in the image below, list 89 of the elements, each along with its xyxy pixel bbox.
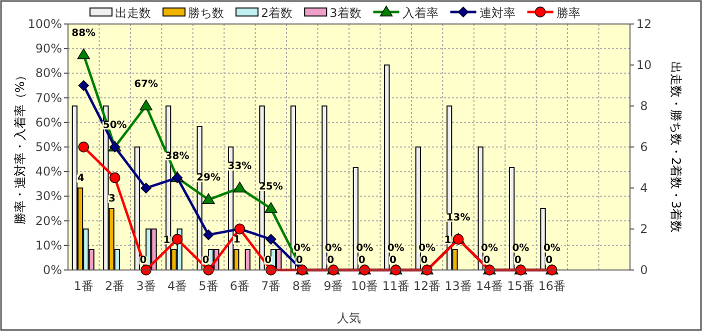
x-tick-label: 7番	[261, 279, 281, 293]
data-label: 3	[108, 194, 116, 204]
point	[233, 182, 246, 192]
bar	[244, 249, 250, 270]
x-tick-label: 11番	[382, 279, 410, 293]
legend-label: 出走数	[115, 6, 151, 20]
data-label: 0	[202, 255, 210, 266]
y2-axis-title: 出走数・勝ち数・2着数・3着数	[669, 61, 683, 233]
y-tick-label: 90%	[35, 42, 62, 56]
x-tick-label: 3番	[136, 279, 156, 293]
data-label: 0	[390, 255, 397, 266]
point	[264, 202, 278, 213]
x-tick-label: 1番	[74, 279, 94, 293]
x-tick-label: 2番	[105, 279, 125, 293]
y-tick-label: 10%	[35, 238, 62, 252]
y-tick-label: 100%	[28, 17, 62, 31]
data-label: 0	[358, 255, 366, 266]
x-tick-label: 9番	[324, 279, 344, 293]
y2-tick-label: 4	[640, 181, 648, 195]
data-label: 1	[163, 234, 170, 246]
point	[140, 100, 152, 110]
y2-tick-label: 6	[640, 140, 648, 154]
y2-tick-label: 12	[636, 17, 652, 31]
point	[266, 234, 276, 245]
data-label: 0	[546, 255, 553, 266]
data-label: 38%	[165, 150, 190, 162]
data-label: 0	[483, 255, 490, 266]
data-label: 67%	[134, 78, 158, 90]
data-label: 0%	[418, 243, 436, 254]
point	[78, 80, 89, 91]
data-label: 0%	[356, 243, 374, 254]
data-label: 0%	[324, 243, 342, 254]
data-label: 0	[140, 255, 147, 266]
y-axis-title: 勝率・連対率・入着率（%）	[13, 69, 27, 225]
data-label: 29%	[196, 172, 220, 184]
x-tick-label: 14番	[476, 279, 504, 293]
data-label: 13%	[446, 212, 470, 224]
point	[172, 234, 183, 245]
data-label: 1	[233, 234, 240, 246]
x-tick-label: 10番	[350, 279, 378, 293]
data-label: 4	[77, 173, 84, 184]
legend-label: 連対率	[479, 6, 516, 20]
legend-label: 入着率	[402, 6, 438, 20]
point	[140, 182, 152, 194]
point	[77, 48, 90, 60]
y-tick-label: 70%	[35, 90, 62, 105]
legend-label: 2着数	[261, 6, 293, 20]
legend-label: 3着数	[330, 6, 362, 20]
data-label: 1	[444, 234, 452, 246]
y2-tick-label: 8	[640, 99, 648, 113]
data-label: 0%	[543, 243, 560, 254]
x-tick-label: 15番	[507, 279, 534, 293]
point	[109, 172, 120, 184]
data-label: 88%	[72, 28, 96, 39]
y2-tick-label: 10	[636, 58, 652, 72]
x-tick-label: 16番	[538, 279, 566, 293]
y2-tick-label: 0	[640, 263, 648, 277]
x-tick-label: 6番	[230, 279, 250, 293]
y-tick-label: 0%	[42, 263, 62, 277]
data-label: 0	[296, 255, 303, 266]
x-tick-label: 8番	[292, 279, 312, 293]
x-tick-label: 12番	[413, 279, 441, 293]
x-tick-label: 4番	[167, 279, 188, 293]
data-label: 50%	[102, 120, 127, 131]
y-tick-label: 40%	[35, 164, 62, 179]
y-tick-label: 80%	[35, 66, 62, 80]
data-label: 0%	[481, 243, 498, 254]
point	[202, 193, 215, 204]
data-label: 25%	[258, 182, 283, 192]
point	[78, 142, 89, 152]
y-tick-label: 60%	[35, 115, 62, 130]
data-label: 0%	[294, 243, 311, 254]
data-label: 0	[420, 255, 428, 266]
data-label: 0%	[512, 243, 530, 254]
data-label: 0	[264, 255, 272, 266]
data-label: 33%	[228, 161, 252, 172]
y-tick-label: 50%	[35, 140, 62, 154]
data-label: 0	[514, 255, 522, 266]
point	[203, 229, 214, 240]
y2-tick-label: 2	[640, 222, 648, 236]
y-tick-label: 20%	[35, 214, 62, 228]
data-label: 0%	[387, 243, 404, 254]
legend-label: 勝率	[556, 6, 580, 20]
legend-label: 勝ち数	[188, 6, 224, 20]
x-tick-label: 5番	[198, 279, 218, 293]
x-tick-label: 13番	[444, 279, 472, 293]
x-axis-title: 人気	[337, 311, 361, 325]
data-label: 0	[327, 255, 334, 266]
y-tick-label: 30%	[35, 189, 62, 204]
